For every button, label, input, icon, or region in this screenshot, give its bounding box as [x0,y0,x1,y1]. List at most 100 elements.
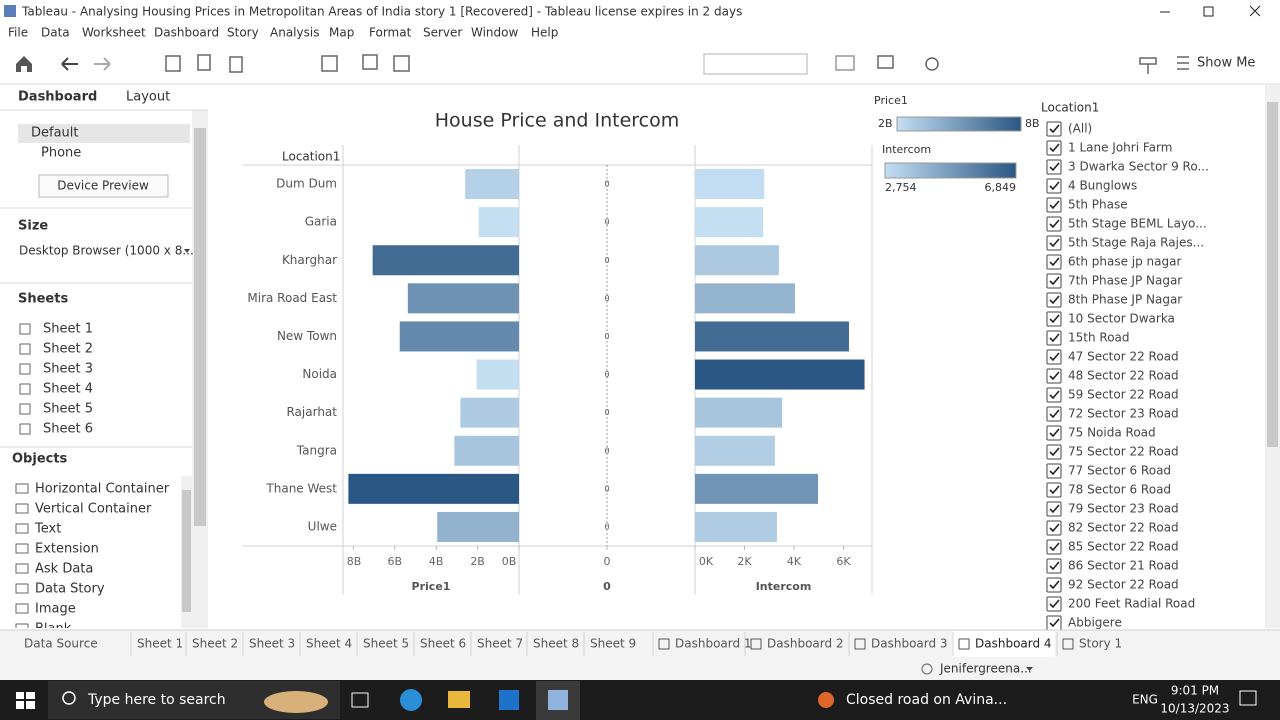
checkbox[interactable] [1046,520,1062,536]
sheet-tab[interactable]: Data Source [24,637,98,651]
checkbox[interactable] [1046,558,1062,574]
language[interactable]: ENG [1132,693,1158,707]
filter-item[interactable]: 75 Noida Road [1068,426,1156,440]
menu-item[interactable]: Format [369,26,412,40]
object-item[interactable]: Data Story [35,582,105,597]
filter-item[interactable]: 92 Sector 22 Road [1068,578,1179,592]
task-view-icon[interactable] [351,692,369,708]
menu-item[interactable]: Dashboard [154,26,219,40]
checkbox[interactable] [1046,254,1062,270]
menu-item[interactable]: Analysis [270,26,319,40]
checkbox[interactable] [1046,615,1062,630]
clock-date[interactable]: 10/13/2023 [1160,702,1229,716]
checkbox[interactable] [1046,159,1062,175]
sheet-item[interactable]: Sheet 1 [43,322,93,337]
checkbox[interactable] [1046,178,1062,194]
filter-item[interactable]: 200 Feet Radial Road [1068,597,1195,611]
checkbox[interactable] [1046,197,1062,213]
filter-item[interactable]: 3 Dwarka Sector 9 Ro... [1068,160,1209,174]
sheet-tab[interactable]: Dashboard 3 [871,637,948,651]
menu-item[interactable]: Window [471,26,519,40]
object-item[interactable]: Blank [35,622,72,637]
left-scroll-thumb[interactable] [194,128,206,526]
filter-item[interactable]: 78 Sector 6 Road [1068,483,1171,497]
action-center[interactable] [1239,690,1257,706]
filter-item[interactable]: 8th Phase JP Nagar [1068,293,1182,307]
dashboard-tab[interactable]: Dashboard [18,90,97,105]
menu-item[interactable]: Worksheet [82,26,146,40]
sheet-tab[interactable]: Sheet 3 [249,637,295,651]
menu-item[interactable]: Server [423,26,462,40]
checkbox[interactable] [1046,292,1062,308]
sheet-tab[interactable]: Dashboard 4 [975,637,1052,651]
filter-item[interactable]: 5th Stage BEML Layo... [1068,217,1207,231]
menu-item[interactable]: Help [531,26,558,40]
show-me-button[interactable]: Show Me [1197,56,1255,71]
checkbox[interactable] [1046,330,1062,346]
filter-item[interactable]: 77 Sector 6 Road [1068,464,1171,478]
checkbox[interactable] [1046,596,1062,612]
menu-item[interactable]: Story [227,26,259,40]
sheet-item[interactable]: Sheet 6 [43,422,93,437]
object-item[interactable]: Text [34,522,61,537]
checkbox[interactable] [1046,577,1062,593]
menu-item[interactable]: Map [329,26,354,40]
filter-item[interactable]: 15th Road [1068,331,1130,345]
filter-item[interactable]: 75 Sector 22 Road [1068,445,1179,459]
dropdown-arrow[interactable] [1026,667,1033,671]
object-item[interactable]: Extension [35,542,99,557]
size-dropdown[interactable]: Desktop Browser (1000 x 8... [19,244,194,258]
filter-item[interactable]: 10 Sector Dwarka [1068,312,1175,326]
sheet-tab[interactable]: Sheet 2 [192,637,238,651]
filter-item[interactable]: 7th Phase JP Nagar [1068,274,1182,288]
clock-time[interactable]: 9:01 PM [1171,684,1219,698]
device-option[interactable]: Default [31,126,79,141]
sheet-tab[interactable]: Sheet 5 [363,637,409,651]
notification-text[interactable]: Closed road on Avina... [846,692,1007,708]
edge-icon[interactable] [400,689,422,711]
checkbox[interactable] [1046,444,1062,460]
home-icon[interactable] [16,56,32,72]
sheet-item[interactable]: Sheet 3 [43,362,93,377]
filter-item[interactable]: (All) [1068,122,1092,136]
dropdown-arrow[interactable] [184,249,190,253]
object-item[interactable]: Horizontal Container [35,482,170,497]
layout-tab[interactable]: Layout [126,90,170,105]
object-item[interactable]: Image [35,602,76,617]
filter-item[interactable]: 85 Sector 22 Road [1068,540,1179,554]
sheet-tab[interactable]: Sheet 9 [590,637,636,651]
canvas-scroll-thumb[interactable] [1267,102,1278,447]
checkbox[interactable] [1046,235,1062,251]
start-button[interactable] [16,692,35,709]
back-icon[interactable] [61,57,78,71]
object-item[interactable]: Ask Data [35,562,93,577]
sheet-tab[interactable]: Dashboard 1 [675,637,752,651]
user-name[interactable]: Jenifergreena... [939,662,1032,676]
checkbox[interactable] [1046,539,1062,555]
filter-item[interactable]: 5th Phase [1068,198,1128,212]
sheet-tab[interactable]: Story 1 [1079,637,1122,651]
sheet-tab[interactable]: Sheet 7 [477,637,523,651]
sheet-tab[interactable]: Dashboard 2 [767,637,844,651]
checkbox[interactable] [1046,273,1062,289]
checkbox[interactable] [1046,482,1062,498]
checkbox[interactable] [1046,501,1062,517]
checkbox[interactable] [1046,406,1062,422]
sheet-tab[interactable]: Sheet 8 [533,637,579,651]
checkbox[interactable] [1046,463,1062,479]
filter-item[interactable]: 59 Sector 22 Road [1068,388,1179,402]
filter-item[interactable]: 6th phase jp nagar [1068,255,1181,269]
forward-icon[interactable] [94,57,111,71]
checkbox[interactable] [1046,140,1062,156]
checkbox[interactable] [1046,311,1062,327]
checkbox[interactable] [1046,425,1062,441]
filter-item[interactable]: 5th Stage Raja Rajes... [1068,236,1204,250]
checkbox[interactable] [1046,121,1062,137]
sheet-tab[interactable]: Sheet 1 [137,637,183,651]
window-controls[interactable] [1160,5,1261,17]
menu-item[interactable]: File [8,26,28,40]
device-preview-button[interactable] [38,174,169,198]
filter-item[interactable]: 86 Sector 21 Road [1068,559,1179,573]
filter-item[interactable]: Abbigere [1068,616,1122,630]
checkbox[interactable] [1046,216,1062,232]
